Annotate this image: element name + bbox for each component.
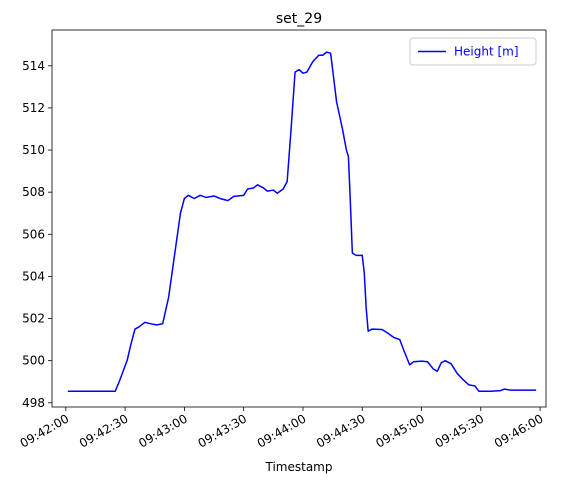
y-tick-label: 510 bbox=[22, 143, 45, 157]
x-tick-label: 09:43:30 bbox=[195, 411, 249, 450]
x-tick-label: 09:46:00 bbox=[492, 411, 546, 450]
y-tick-label: 508 bbox=[22, 185, 45, 199]
x-tick-label: 09:45:30 bbox=[433, 411, 487, 450]
y-tick-label: 506 bbox=[22, 227, 45, 241]
plot-frame bbox=[51, 29, 547, 408]
legend-label: Height [m] bbox=[454, 45, 519, 59]
y-tick-label: 514 bbox=[22, 59, 45, 73]
series-line-height bbox=[67, 51, 537, 392]
x-axis-label: Timestamp bbox=[265, 460, 333, 474]
legend: Height [m] bbox=[409, 37, 537, 66]
x-tick-label: 09:44:00 bbox=[255, 411, 309, 450]
x-tick-label: 09:42:00 bbox=[18, 411, 72, 450]
y-tick-label: 502 bbox=[22, 312, 45, 326]
x-tick-label: 09:44:30 bbox=[314, 411, 368, 450]
x-tick-label: 09:43:00 bbox=[136, 411, 190, 450]
y-tick-label: 498 bbox=[22, 396, 45, 410]
y-tick-label: 504 bbox=[22, 269, 45, 283]
y-tick-label: 500 bbox=[22, 354, 45, 368]
y-tick-label: 512 bbox=[22, 101, 45, 115]
legend-box bbox=[409, 37, 537, 66]
y-axis: 498 500 502 504 506 508 510 512 514 bbox=[22, 59, 52, 410]
chart-title: set_29 bbox=[276, 11, 322, 27]
x-tick-label: 09:42:30 bbox=[77, 411, 131, 450]
x-tick-label: 09:45:00 bbox=[373, 411, 427, 450]
x-axis: 09:42:00 09:42:30 09:43:00 09:43:30 09:44:00… bbox=[18, 407, 546, 451]
